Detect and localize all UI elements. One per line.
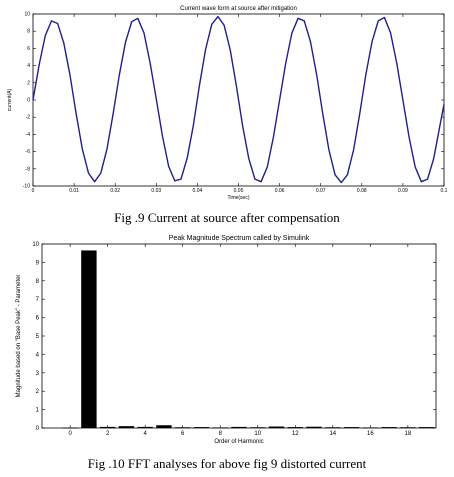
y-tick-label: 7 [36,297,40,303]
chart-title: Peak Magnitude Spectrum called by Simuli… [169,235,310,242]
harmonic-bar [62,427,78,429]
harmonic-bar [287,427,303,428]
harmonic-bar [193,427,210,428]
harmonic-bar [381,427,397,428]
x-tick-label: 0.01 [69,188,79,194]
harmonic-bar [400,427,416,429]
plot-frame [41,243,437,429]
y-tick-label: -4 [26,132,31,138]
x-tick-label: 0.05 [234,188,244,194]
harmonic-bar [343,427,360,428]
y-axis-label: current(A) [7,89,13,112]
x-tick-label: 4 [144,431,148,437]
y-tick-label: 3 [36,371,40,377]
harmonic-bar [81,250,97,428]
fft-spectrum-chart: Peak Magnitude Spectrum called by Simuli… [16,235,437,445]
y-tick-label: 4 [27,63,30,69]
fig10-caption: Fig .10 FFT analyses for above fig 9 dis… [87,456,367,471]
current-waveform-chart: Current wave form at source after mitiga… [7,6,448,200]
chart-title: Current wave form at source after mitiga… [180,6,297,12]
x-axis-label: Order of Harmonic [214,439,263,445]
harmonic-bar [175,427,191,429]
x-tick-label: 0.04 [193,188,203,194]
y-tick-label: -10 [23,184,30,190]
x-tick-label: 0 [32,188,35,194]
y-tick-label: 5 [36,334,40,340]
y-tick-label: -6 [26,149,31,155]
harmonic-bar [418,427,435,428]
y-axis-label: Magnitude based on "Base Peak" - Paramet… [16,275,22,398]
y-tick-label: 1 [36,408,40,414]
x-tick-label: 0.09 [398,188,408,194]
fig9-caption: Fig .9 Current at source after compensat… [114,210,340,225]
x-tick-label: 16 [367,431,374,437]
y-tick-label: -8 [26,166,31,172]
x-tick-label: 14 [329,431,336,437]
y-tick-label: 0 [27,98,30,104]
harmonic-bar [231,426,247,428]
harmonic-bar [362,427,379,429]
harmonic-bar [212,427,228,429]
x-tick-label: 0.03 [151,188,161,194]
x-tick-label: 0.02 [110,188,120,194]
y-tick-label: 8 [36,279,40,285]
y-tick-label: -2 [26,115,31,121]
harmonic-bar [268,426,285,428]
harmonic-bar [156,425,172,428]
harmonic-bar [325,427,341,429]
x-tick-label: 0.06 [275,188,285,194]
x-tick-label: 18 [405,431,412,437]
x-tick-label: 0.1 [441,188,448,194]
x-tick-label: 2 [106,431,110,437]
harmonic-bar [118,426,135,428]
harmonic-bar [99,426,116,428]
y-tick-label: 0 [36,426,40,432]
x-tick-label: 0.08 [357,188,367,194]
x-tick-label: 6 [181,431,185,437]
x-tick-label: 0.07 [316,188,326,194]
y-tick-label: 2 [27,80,30,86]
y-tick-label: 10 [32,242,39,248]
x-axis-label: Time(sec) [227,195,249,200]
x-tick-label: 8 [219,431,223,437]
x-tick-label: 10 [254,431,261,437]
y-tick-label: 2 [36,389,40,395]
y-tick-label: 4 [36,352,40,358]
y-tick-label: 9 [36,260,40,266]
y-tick-label: 6 [27,46,30,52]
x-tick-label: 0 [68,431,72,437]
current-waveform-line [32,15,445,184]
x-tick-label: 12 [292,431,299,437]
harmonic-bar [250,427,266,429]
harmonic-bar [306,426,322,428]
y-tick-label: 8 [27,29,30,35]
y-tick-label: 10 [24,12,30,18]
y-tick-label: 6 [36,316,40,322]
harmonic-bar [137,426,153,428]
